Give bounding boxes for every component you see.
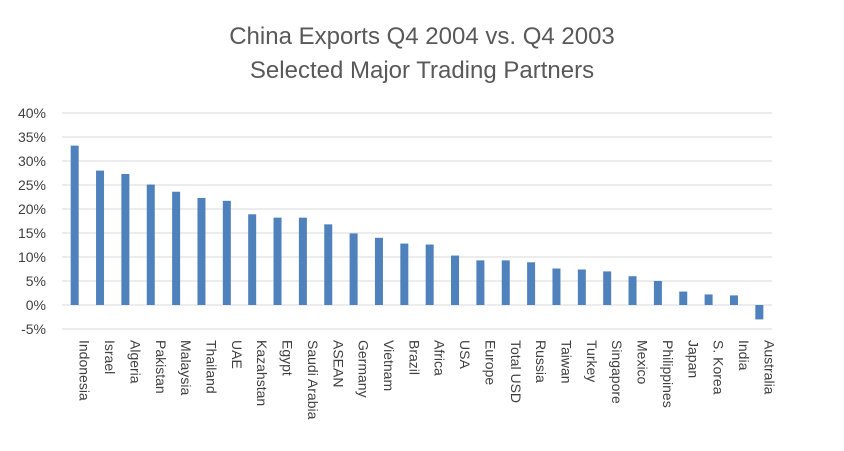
bar (704, 294, 713, 305)
bar (679, 291, 688, 305)
x-category-label: Total USD (508, 340, 524, 403)
x-category-label: Mexico (635, 340, 651, 385)
bar (298, 217, 307, 305)
y-tick-label: 0% (26, 297, 46, 313)
x-category-label: Malaysia (178, 340, 194, 395)
x-category-label: S. Korea (711, 340, 727, 395)
x-category-label: Egypt (280, 340, 296, 376)
y-tick-label: 40% (18, 105, 46, 121)
x-category-label: Turkey (584, 340, 600, 382)
x-category-label: Brazil (406, 340, 422, 375)
y-axis-tick-labels: -5% 0% 5% 10% 15% 20% 25% 30% 35% 40% (18, 105, 46, 337)
bar (577, 269, 586, 305)
bar (197, 197, 206, 305)
y-tick-label: 35% (18, 129, 46, 145)
bar (374, 237, 383, 305)
bar (96, 170, 105, 305)
bar (400, 243, 409, 305)
bar (476, 260, 485, 305)
bar (425, 244, 434, 305)
bar (501, 260, 510, 305)
x-category-label: Africa (432, 340, 448, 376)
bar (121, 173, 130, 305)
y-tick-label: 10% (18, 249, 46, 265)
x-category-label: Australia (761, 340, 777, 395)
bar (603, 271, 612, 305)
x-axis-category-labels: Indonesia Israel Algeria Pakistan Malaysia Th… (77, 340, 778, 420)
x-category-label: India (736, 340, 752, 371)
bar (248, 214, 257, 305)
bar (729, 295, 738, 305)
bars (70, 145, 764, 320)
bar (172, 191, 181, 305)
x-category-label: Algeria (127, 340, 143, 384)
bar (628, 276, 637, 305)
x-category-label: USA (457, 340, 473, 369)
bar (552, 268, 561, 305)
x-category-label: Israel (102, 340, 118, 374)
bar (70, 145, 79, 305)
x-category-label: Vietnam (381, 340, 397, 391)
x-category-label: Germany (356, 340, 372, 398)
chart-subtitle: Selected Major Trading Partners (249, 57, 595, 84)
bar (146, 184, 155, 305)
x-category-label: UAE (229, 340, 245, 369)
x-category-label: Kazahstan (254, 340, 270, 406)
x-category-label: Japan (685, 340, 701, 378)
x-category-label: Russia (533, 340, 549, 383)
y-tick-label: 25% (18, 177, 46, 193)
bar (273, 217, 282, 305)
gridlines (62, 112, 772, 330)
y-tick-label: -5% (21, 321, 46, 337)
x-category-label: Singapore (609, 340, 625, 404)
bar (349, 233, 358, 305)
x-category-label: Saudi Arabia (305, 340, 321, 420)
x-category-label: Philippines (660, 340, 676, 408)
x-category-label: Taiwan (558, 340, 574, 384)
y-tick-label: 30% (18, 153, 46, 169)
chart-title: China Exports Q4 2004 vs. Q4 2003 (229, 23, 615, 50)
y-tick-label: 15% (18, 225, 46, 241)
x-category-label: ASEAN (330, 340, 346, 387)
x-category-label: Thailand (203, 340, 219, 394)
bar (527, 262, 536, 305)
bar (451, 255, 460, 305)
y-tick-label: 20% (18, 201, 46, 217)
bar (653, 281, 662, 305)
x-category-label: Pakistan (153, 340, 169, 394)
bar (222, 200, 231, 305)
bar (324, 224, 333, 305)
y-tick-label: 5% (26, 273, 46, 289)
x-category-label: Indonesia (77, 340, 93, 401)
bar (755, 305, 764, 320)
x-category-label: Europe (482, 340, 498, 385)
